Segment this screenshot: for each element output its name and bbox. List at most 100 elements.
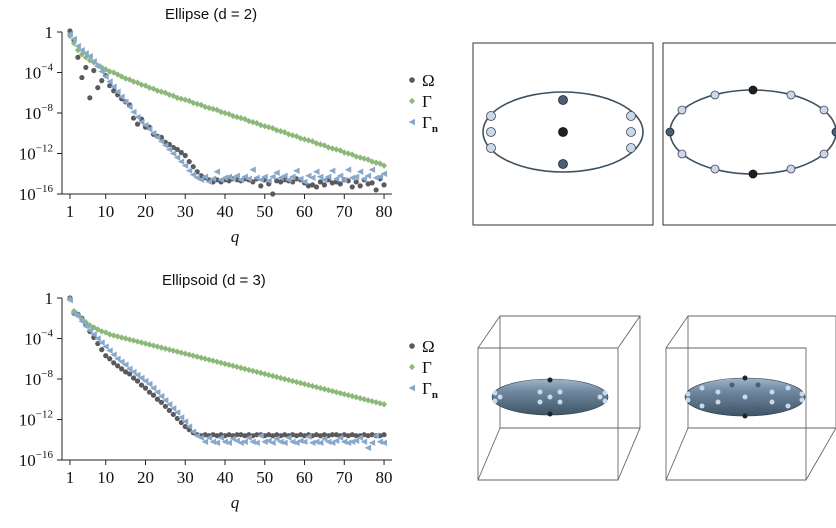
data-point [289, 377, 296, 385]
data-point [349, 393, 356, 400]
data-point [130, 108, 137, 116]
data-point [308, 439, 316, 446]
data-point [177, 414, 185, 421]
x-tick-label: 80 [376, 468, 393, 487]
data-point [149, 130, 157, 137]
data-point [186, 97, 193, 105]
data-point [309, 182, 316, 188]
data-point [368, 439, 376, 446]
data-point [94, 63, 101, 70]
data-point [142, 340, 149, 347]
ellipse-node-right [710, 90, 720, 100]
data-point [90, 331, 97, 338]
data-point [178, 349, 185, 356]
data-point [130, 78, 137, 85]
data-point [321, 182, 328, 188]
series-0-points [67, 295, 387, 439]
data-point [198, 354, 205, 361]
data-point [130, 337, 137, 344]
data-point [372, 174, 380, 181]
x-tick-label: 50 [256, 468, 273, 487]
data-point [305, 137, 312, 144]
data-point [74, 42, 81, 50]
data-point [285, 131, 292, 138]
data-point [170, 347, 177, 354]
data-point [237, 439, 244, 446]
data-point [277, 128, 284, 135]
ellipse-node-left [486, 111, 496, 121]
y-tick-label: 10−8 [24, 102, 53, 123]
data-point [241, 438, 248, 445]
data-point [158, 344, 165, 351]
data-point [261, 122, 268, 130]
data-point [352, 437, 360, 444]
data-point [78, 47, 85, 54]
data-point [189, 171, 197, 178]
data-point [119, 366, 125, 372]
data-point [153, 134, 161, 141]
data-point [161, 397, 169, 404]
data-point [241, 365, 248, 373]
data-point [202, 103, 209, 111]
data-point [237, 176, 244, 184]
data-point [345, 150, 352, 157]
data-point [185, 423, 193, 430]
ellipsoid-node-diagrams [477, 315, 836, 481]
ellipse-node-right [677, 149, 687, 159]
data-point [214, 358, 221, 365]
x-tick-label: 10 [97, 202, 114, 221]
data-point [142, 385, 149, 391]
data-point [111, 360, 117, 366]
data-point [138, 374, 145, 382]
data-point [332, 437, 340, 444]
data-point [242, 433, 248, 439]
ellipse-node-left [626, 111, 636, 121]
data-point [158, 88, 165, 95]
data-point [107, 356, 113, 362]
series-1-points [66, 295, 388, 408]
data-point [169, 405, 177, 412]
data-point [225, 361, 232, 369]
data-point [205, 434, 213, 441]
data-point [102, 73, 109, 80]
data-point [233, 113, 240, 121]
data-point [365, 433, 371, 439]
x-tick-label: 1 [66, 202, 75, 221]
data-point [329, 387, 336, 395]
data-point [82, 50, 89, 57]
y-tick-label: 10−16 [19, 449, 54, 470]
data-point [154, 396, 161, 402]
y-tick-label: 10−16 [19, 183, 54, 204]
data-point [301, 178, 308, 186]
data-point [126, 371, 133, 377]
data-point [83, 64, 89, 71]
ellipse-node-right [677, 105, 687, 115]
data-point [149, 384, 157, 392]
data-point [138, 339, 145, 346]
x-tick-label: 70 [336, 468, 353, 487]
data-point [313, 383, 320, 391]
data-point [229, 175, 236, 183]
data-point [146, 389, 153, 395]
data-point [169, 150, 177, 157]
data-point [146, 341, 153, 348]
data-point [376, 173, 384, 180]
ellipsoid-title-text: Ellipsoid (d = 3) [162, 272, 266, 289]
data-point [138, 118, 145, 126]
y-tick-label: 10−8 [24, 368, 53, 389]
data-point [237, 364, 244, 372]
data-point [114, 88, 121, 95]
data-point [305, 433, 312, 440]
data-point [245, 175, 252, 183]
data-point [273, 169, 280, 176]
data-point [340, 176, 348, 184]
data-point [344, 439, 352, 446]
data-point [353, 153, 360, 160]
data-point [110, 351, 117, 358]
data-point [257, 121, 264, 129]
data-point [277, 374, 284, 382]
data-point [273, 435, 280, 442]
data-point [150, 392, 157, 398]
data-point [122, 98, 129, 106]
data-point [341, 149, 348, 156]
